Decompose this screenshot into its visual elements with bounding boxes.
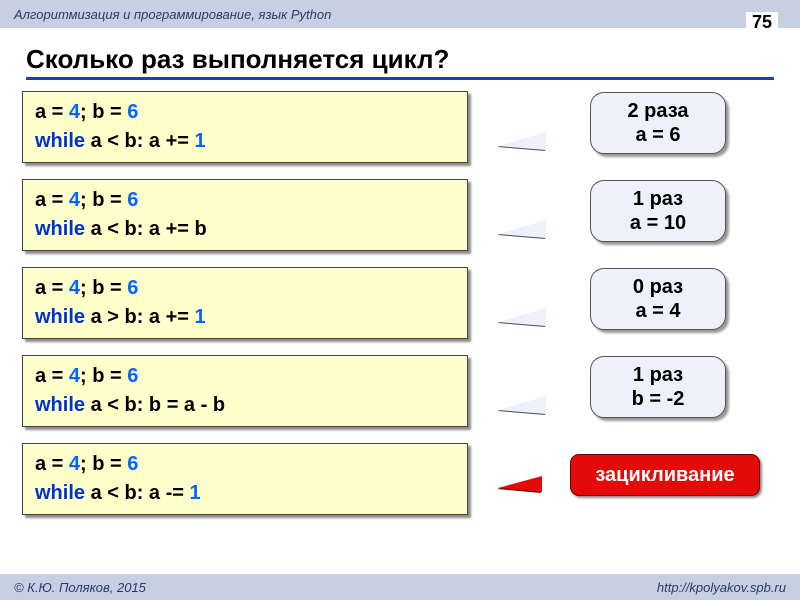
example-row: a = 4; b = 6while a < b: a -= 1 зациклива… [22, 440, 778, 518]
answer-bubble: 2 разаa = 6 [590, 92, 726, 154]
answer-line2: a = 4 [635, 299, 680, 323]
code-box: a = 4; b = 6while a < b: a += 1 [22, 91, 468, 163]
content-area: a = 4; b = 6while a < b: a += 12 разаa =… [0, 84, 800, 518]
bubble-tail [498, 396, 546, 414]
answer-line2: b = -2 [632, 387, 685, 411]
example-row: a = 4; b = 6while a < b: a += 1 2 разаa =… [22, 88, 778, 166]
answer-line1: 1 раз [633, 363, 683, 387]
answer-line2: a = 6 [635, 123, 680, 147]
answer-bubble: 0 разa = 4 [590, 268, 726, 330]
bubble-tail [498, 308, 546, 326]
slide-header: Алгоритмизация и программирование, язык … [0, 0, 800, 28]
answer-bubble: 1 разa = 10 [590, 180, 726, 242]
footer-url: http://kpolyakov.spb.ru [657, 580, 786, 595]
header-subject: Алгоритмизация и программирование, язык … [14, 7, 331, 22]
example-row: a = 4; b = 6while a < b: b = a - b 1 разb… [22, 352, 778, 430]
example-row: a = 4; b = 6while a > b: a += 1 0 разa = … [22, 264, 778, 342]
answer-line2: a = 10 [630, 211, 686, 235]
answer-line1: 0 раз [633, 275, 683, 299]
footer-copyright: © К.Ю. Поляков, 2015 [14, 580, 146, 595]
slide-footer: © К.Ю. Поляков, 2015 http://kpolyakov.sp… [0, 574, 800, 600]
example-row: a = 4; b = 6while a < b: a += b 1 разa = … [22, 176, 778, 254]
slide-title: Сколько раз выполняется цикл? [26, 44, 774, 80]
infinite-loop-badge: зацикливание [570, 454, 760, 496]
answer-line1: 2 раза [627, 99, 688, 123]
page-number: 75 [746, 12, 778, 33]
code-box: a = 4; b = 6while a < b: a -= 1 [22, 443, 468, 515]
bubble-tail [498, 220, 546, 238]
bubble-tail [498, 132, 546, 150]
code-box: a = 4; b = 6while a < b: a += b [22, 179, 468, 251]
code-box: a = 4; b = 6while a > b: a += 1 [22, 267, 468, 339]
answer-bubble: 1 разb = -2 [590, 356, 726, 418]
red-bubble-tail [498, 476, 542, 492]
code-box: a = 4; b = 6while a < b: b = a - b [22, 355, 468, 427]
answer-line1: 1 раз [633, 187, 683, 211]
